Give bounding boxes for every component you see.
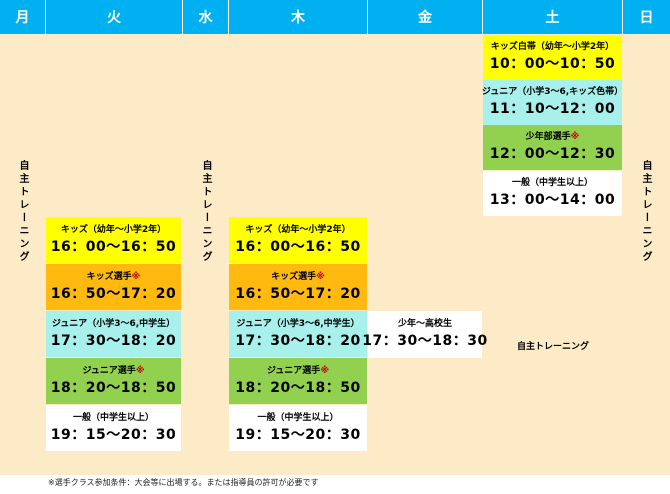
class-slot: キッズ白帯（幼年〜小学2年） 10：00〜10：50	[483, 35, 622, 80]
class-time: 17：30〜18：20	[50, 332, 177, 349]
class-name: 一般（中学生以上）	[511, 178, 593, 188]
class-time: 18：20〜18：50	[50, 379, 177, 396]
class-slot: キッズ選手※ 16：50〜17：20	[46, 264, 181, 310]
wed-self-training: 自主トレーニング	[200, 160, 211, 264]
day-label: 金	[418, 10, 432, 26]
class-slot: キッズ選手※ 16：50〜17：20	[229, 264, 367, 310]
class-time: 17：30〜18：20	[235, 332, 361, 349]
sat-self-training: 自主トレーニング	[517, 342, 590, 352]
footnote: ※選手クラス参加条件：大会等に出場する。または指導員の許可が必要です	[48, 478, 319, 487]
day-label: 水	[198, 10, 213, 26]
mon-self-training: 自主トレーニング	[17, 160, 28, 264]
note-mark: ※	[570, 132, 580, 142]
class-slot: 少年部選手※ 12：00〜12：30	[483, 125, 622, 170]
class-slot: 一般（中学生以上） 13：00〜14：00	[483, 171, 622, 216]
class-time: 16：00〜16：50	[50, 238, 177, 255]
day-label: 土	[545, 10, 560, 26]
class-slot: ジュニア選手※ 18：20〜18：50	[46, 358, 181, 404]
class-name: キッズ（幼年〜小学2年）	[60, 224, 167, 235]
class-time: 11：10〜12：00	[489, 101, 616, 117]
class-name: キッズ選手※	[86, 271, 141, 282]
class-name: ジュニア（小学3〜6,キッズ色帯）	[481, 87, 624, 97]
class-slot: ジュニア（小学3〜6,中学生） 17：30〜18：20	[46, 311, 181, 357]
class-name: ジュニア（小学3〜6,中学生）	[236, 318, 360, 329]
class-name: 一般（中学生以上）	[257, 412, 339, 423]
header-mon: 月	[0, 0, 45, 34]
class-name: キッズ選手※	[271, 271, 325, 282]
class-name: 少年部選手※	[525, 132, 580, 142]
header-wed: 水	[183, 0, 228, 34]
header-thu: 木	[229, 0, 367, 34]
class-name: ジュニア選手※	[82, 365, 145, 376]
class-time: 19：15〜20：30	[50, 426, 177, 443]
note-mark: ※	[316, 271, 325, 282]
class-time: 17：30〜18：30	[362, 333, 488, 349]
class-time: 18：20〜18：50	[235, 379, 361, 396]
class-name: 少年〜高校生	[397, 319, 452, 329]
class-time: 16：50〜17：20	[50, 285, 177, 302]
class-name: ジュニア（小学3〜6,中学生）	[51, 318, 176, 329]
note-mark: ※	[320, 365, 330, 376]
header-sat: 土	[483, 0, 622, 34]
day-label: 火	[107, 10, 121, 26]
class-slot: 一般（中学生以上） 19：15〜20：30	[46, 405, 181, 451]
note-mark: ※	[131, 271, 141, 282]
class-name: 一般（中学生以上）	[72, 412, 154, 423]
class-time: 16：00〜16：50	[235, 238, 361, 255]
class-time: 16：50〜17：20	[235, 285, 361, 302]
class-time: 10：00〜10：50	[489, 56, 616, 72]
class-slot: キッズ（幼年〜小学2年） 16：00〜16：50	[46, 217, 181, 263]
sun-self-training: 自主トレーニング	[640, 160, 651, 264]
day-label: 日	[639, 10, 654, 26]
header-sun: 日	[623, 0, 670, 34]
class-slot: 一般（中学生以上） 19：15〜20：30	[229, 405, 367, 451]
class-slot: ジュニア選手※ 18：20〜18：50	[229, 358, 367, 404]
class-time: 13：00〜14：00	[489, 192, 616, 208]
day-label: 月	[15, 10, 30, 26]
header-fri: 金	[368, 0, 482, 34]
class-slot: ジュニア（小学3〜6,キッズ色帯） 11：10〜12：00	[481, 80, 624, 125]
class-name: ジュニア選手※	[266, 365, 330, 376]
header-tue: 火	[46, 0, 182, 34]
class-time: 12：00〜12：30	[489, 146, 616, 162]
class-name: キッズ（幼年〜小学2年）	[245, 224, 351, 235]
class-slot: キッズ（幼年〜小学2年） 16：00〜16：50	[229, 217, 367, 263]
class-slot: ジュニア（小学3〜6,中学生） 17：30〜18：20	[229, 311, 367, 357]
class-time: 19：15〜20：30	[235, 426, 361, 443]
note-mark: ※	[135, 365, 145, 376]
day-label: 木	[291, 10, 305, 26]
class-slot: 少年〜高校生 17：30〜18：30	[362, 311, 487, 358]
class-name: キッズ白帯（幼年〜小学2年）	[490, 42, 615, 52]
